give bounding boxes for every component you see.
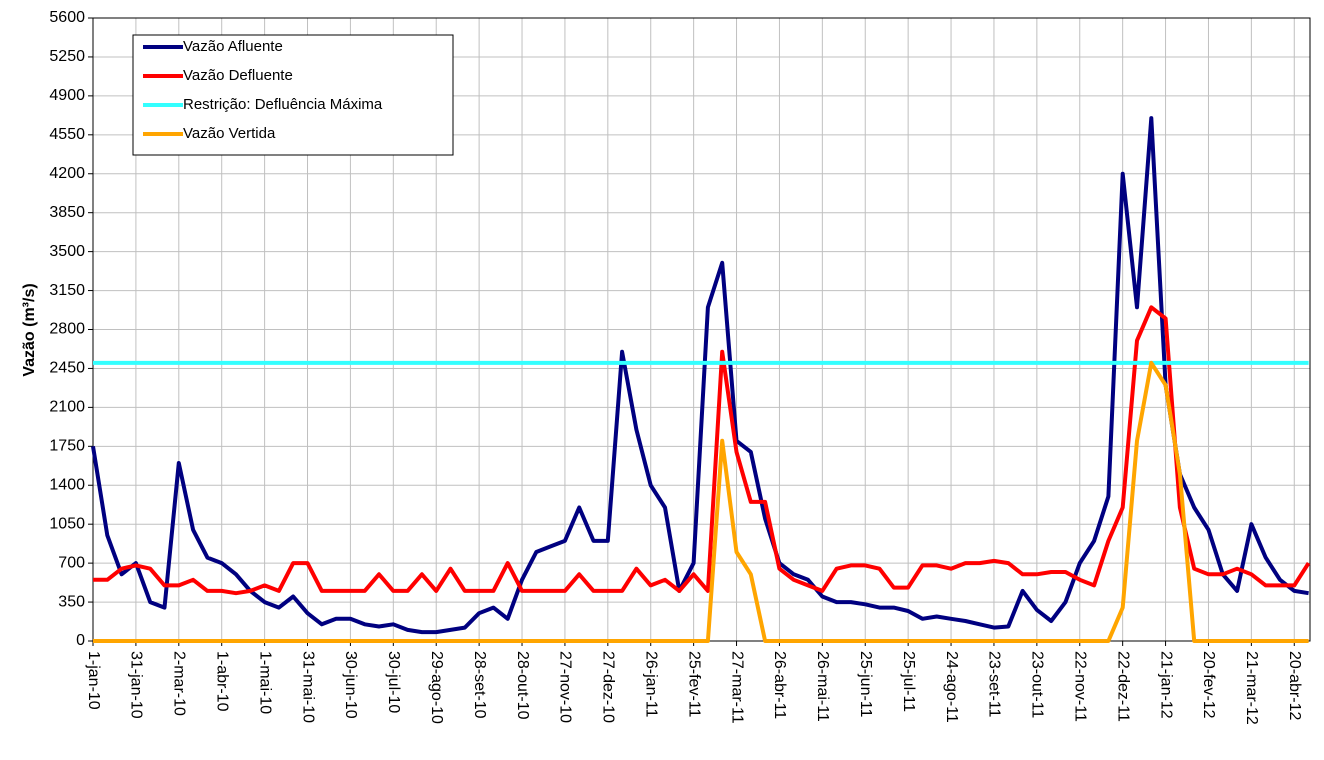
y-tick-label: 0 [76,632,85,649]
x-tick-label: 1-abr-10 [213,651,230,712]
x-tick-label: 22-dez-11 [1114,651,1131,722]
y-tick-label: 4900 [49,87,85,104]
x-tick-label: 22-nov-11 [1072,651,1089,722]
y-tick-label: 2100 [49,399,85,416]
legend-label: Vazão Defluente [183,67,293,84]
legend: Vazão Afluente Vazão Defluente Restrição: … [132,34,454,156]
x-tick-label: 31-jan-10 [128,651,145,719]
series-line [93,360,1309,643]
y-tick-label: 3850 [49,204,85,221]
x-tick-label: 25-jul-11 [900,651,917,712]
x-tick-label: 27-nov-10 [557,651,574,723]
y-tick-label: 2800 [49,321,85,338]
x-tick-label: 26-mai-11 [814,651,831,722]
x-tick-label: 23-set-11 [986,651,1003,718]
y-tick-label: 350 [58,593,85,610]
x-tick-label: 21-jan-12 [1157,651,1174,719]
y-tick-label: 4200 [49,165,85,182]
x-tick-label: 20-abr-12 [1286,651,1303,720]
legend-label: Restrição: Defluência Máxima [183,96,383,113]
y-tick-label: 1050 [49,515,85,532]
legend-label: Vazão Afluente [183,38,283,55]
y-tick-label: 3500 [49,243,85,260]
y-axis-label: Vazão (m³/s) [21,283,38,376]
y-tick-label: 1750 [49,438,85,455]
x-tick-label: 23-out-11 [1029,651,1046,718]
legend-label: Vazão Vertida [183,125,276,142]
x-tick-label: 25-fev-11 [685,651,702,718]
legend-box [132,34,454,156]
x-tick-label: 24-ago-11 [943,651,960,723]
x-tick-label: 2-mar-10 [171,651,188,716]
y-tick-label: 1400 [49,476,85,493]
y-tick-label: 5250 [49,48,85,65]
x-tick-label: 1-jan-10 [85,651,102,710]
y-tick-label: 4550 [49,126,85,143]
series-line [93,305,1311,596]
x-tick-label: 29-ago-10 [428,651,445,724]
x-tick-label: 27-dez-10 [600,651,617,723]
x-tick-label: 28-set-10 [471,651,488,719]
x-tick-label: 26-abr-11 [771,651,788,719]
x-tick-label: 27-mar-11 [728,651,745,724]
x-tick-label: 28-out-10 [514,651,531,720]
x-tick-label: 25-jun-11 [857,651,874,718]
x-tick-label: 21-mar-12 [1243,651,1260,725]
x-tick-label: 30-jun-10 [342,651,359,719]
series-line [91,116,1309,635]
y-tick-label: 2450 [49,360,85,377]
y-tick-label: 3150 [49,282,85,299]
x-tick-label: 26-jan-11 [642,651,659,718]
x-tick-label: 20-fev-12 [1200,651,1217,719]
y-tick-label: 5600 [49,9,85,26]
x-tick-label: 30-jul-10 [385,651,402,713]
x-tick-label: 1-mai-10 [256,651,273,714]
x-tick-label: 31-mai-10 [299,651,316,723]
y-tick-label: 700 [58,554,85,571]
